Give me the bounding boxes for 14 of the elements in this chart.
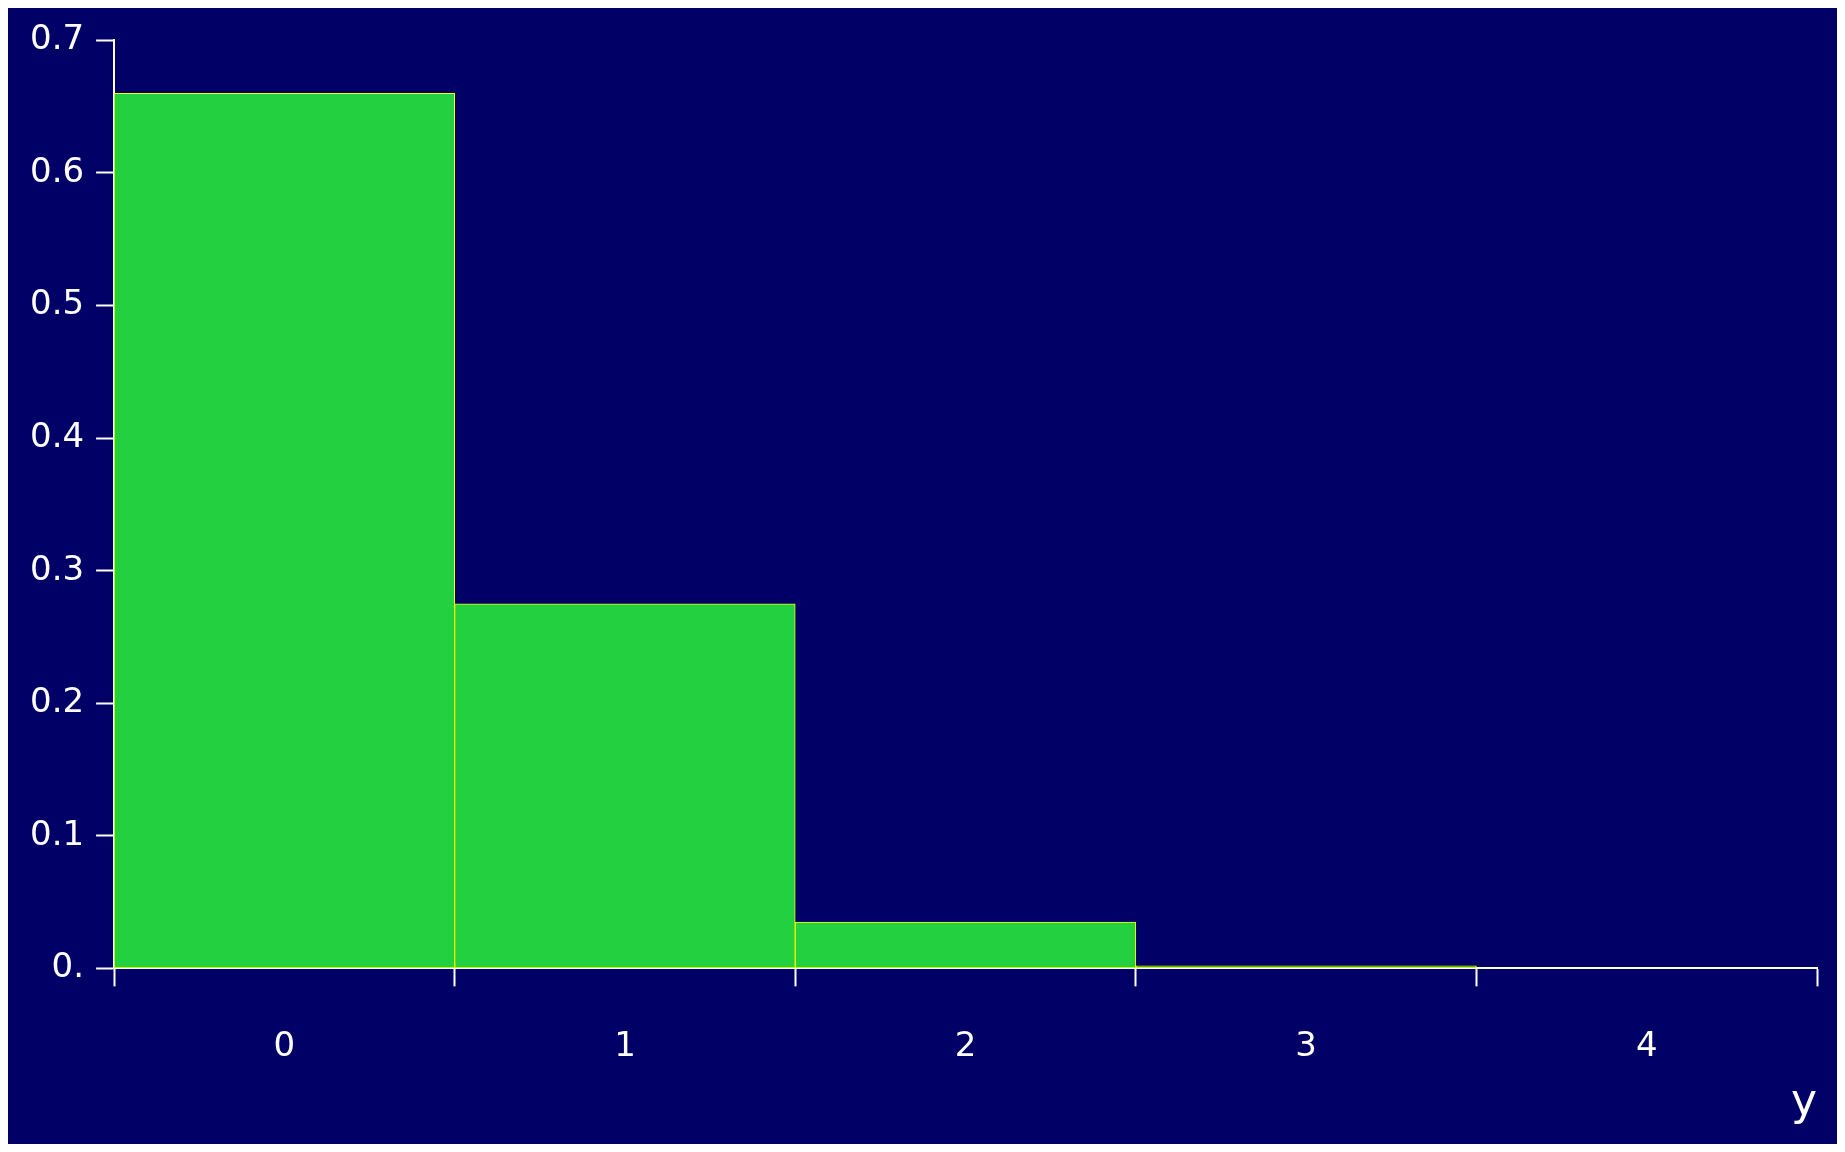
x-axis-title: y bbox=[1790, 1074, 1817, 1126]
y-tick-label: 0.3 bbox=[29, 547, 85, 588]
y-tick-label: 0.6 bbox=[29, 149, 85, 190]
y-tick-label: 0.7 bbox=[29, 17, 85, 58]
x-tick-label: 0 bbox=[273, 1023, 296, 1064]
x-tick-label: 2 bbox=[954, 1023, 977, 1064]
y-tick-label: 0.2 bbox=[29, 680, 85, 721]
x-tick-label: 1 bbox=[614, 1023, 636, 1064]
x-tick-label: 4 bbox=[1635, 1023, 1658, 1064]
y-tick-label: 0.1 bbox=[29, 812, 85, 853]
x-tick-label: 3 bbox=[1295, 1023, 1317, 1064]
y-tick-label: 0. bbox=[51, 945, 85, 986]
y-tick-label: 0.4 bbox=[29, 414, 85, 455]
y-tick-label: 0.5 bbox=[29, 282, 85, 323]
